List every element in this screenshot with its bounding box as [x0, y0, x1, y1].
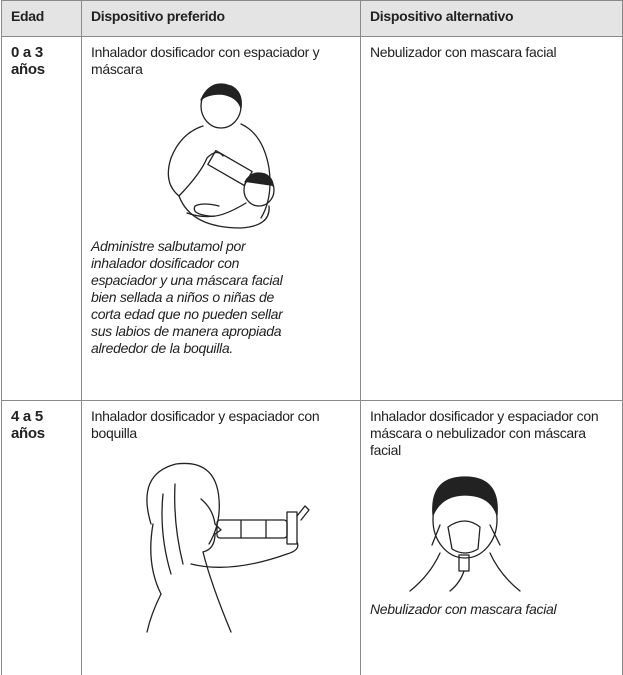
header-row: Edad Dispositivo preferido Dispositivo a…	[1, 0, 623, 37]
illustration-mother-baby	[167, 83, 275, 229]
header-cell: Edad	[1, 0, 82, 37]
age: 4 a 5 años	[11, 408, 45, 442]
alternative-cell: Nebulizador con mascara facial	[360, 36, 623, 401]
preferred-cell: Inhalador dosificador y espaciador con b…	[81, 400, 361, 675]
header-cell: Dispositivo preferido	[81, 0, 361, 37]
age: 0 a 3 años	[11, 44, 45, 78]
device-text: Inhalador dosificador y espaciador con b…	[91, 408, 320, 441]
row: 0 a 3 años Inhalador dosificador con esp…	[1, 36, 623, 401]
device-text: Nebulizador con mascara facial	[370, 44, 557, 60]
row: 4 a 5 años Inhalador dosificador y espac…	[1, 400, 623, 675]
caption: Nebulizador con mascara facial	[370, 601, 557, 617]
device-text: Inhalador dosificador y espaciador con m…	[370, 408, 599, 458]
age-cell: 0 a 3 años	[1, 36, 82, 401]
caption: Administre salbutamol por inhalador dosi…	[91, 238, 283, 356]
preferred-cell: Inhalador dosificador con espaciador y m…	[81, 36, 361, 401]
alternative-cell: Inhalador dosificador y espaciador con m…	[360, 400, 623, 675]
illustration-boy-mask	[409, 476, 521, 592]
device-text: Inhalador dosificador con espaciador y m…	[91, 44, 320, 77]
age-cell: 4 a 5 años	[1, 400, 82, 675]
illustration-girl-spacer	[146, 462, 310, 633]
header-cell: Dispositivo alternativo	[360, 0, 623, 37]
